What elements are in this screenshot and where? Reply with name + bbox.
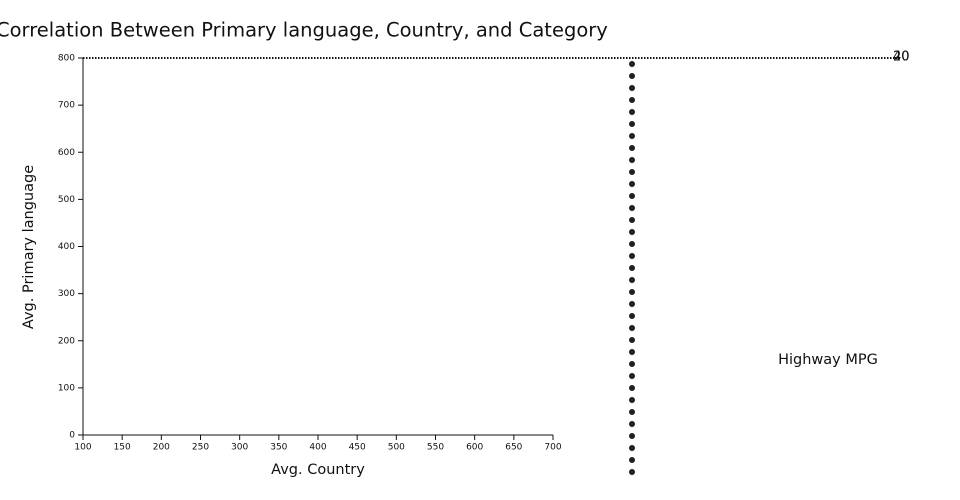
- legend-dot: [629, 445, 635, 451]
- legend-dots: [629, 61, 635, 475]
- legend-dot: [629, 241, 635, 247]
- y-tick-label: 400: [58, 242, 75, 252]
- x-tick-label: 100: [74, 443, 91, 453]
- legend-dot: [629, 421, 635, 427]
- legend-dot: [629, 457, 635, 463]
- legend-dot: [629, 97, 635, 103]
- legend-size-label: 20: [893, 50, 910, 65]
- y-axis-label: Avg. Primary language: [21, 165, 37, 329]
- legend-dot: [629, 409, 635, 415]
- x-tick-label: 300: [231, 443, 248, 453]
- legend-dot: [629, 193, 635, 199]
- legend-dot: [629, 265, 635, 271]
- y-tick-label: 600: [58, 148, 75, 158]
- x-tick-label: 700: [544, 443, 561, 453]
- y-tick-label: 800: [58, 54, 75, 64]
- x-tick-label: 500: [388, 443, 405, 453]
- legend-dot: [629, 181, 635, 187]
- legend-dot: [629, 337, 635, 343]
- y-tick-label: 700: [58, 101, 75, 111]
- y-tick-label: 500: [58, 195, 75, 205]
- legend-dot: [629, 349, 635, 355]
- y-tick-label: 0: [69, 431, 75, 441]
- legend-dot: [629, 217, 635, 223]
- x-tick-label: 350: [270, 443, 287, 453]
- x-tick-label: 150: [114, 443, 131, 453]
- legend-dot: [629, 397, 635, 403]
- legend-dot: [629, 253, 635, 259]
- legend-dot: [629, 229, 635, 235]
- legend-dot: [629, 157, 635, 163]
- legend-dot: [629, 301, 635, 307]
- x-tick-label: 200: [153, 443, 170, 453]
- legend-dot: [629, 313, 635, 319]
- legend-dot: [629, 133, 635, 139]
- legend-dot: [629, 61, 635, 67]
- legend-dot: [629, 433, 635, 439]
- y-tick-label: 300: [58, 289, 75, 299]
- x-tick-label: 650: [505, 443, 522, 453]
- legend-dot: [629, 145, 635, 151]
- legend-dot: [629, 85, 635, 91]
- legend-dot: [629, 121, 635, 127]
- y-tick-label: 200: [58, 336, 75, 346]
- x-tick-label: 400: [309, 443, 326, 453]
- x-tick-label: 250: [192, 443, 209, 453]
- x-tick-label: 450: [349, 443, 366, 453]
- legend-dot: [629, 109, 635, 115]
- legend-dot: [629, 373, 635, 379]
- legend-size-label: 40: [893, 50, 910, 65]
- legend-dot: [629, 289, 635, 295]
- legend-dot: [629, 277, 635, 283]
- legend-dot: [629, 385, 635, 391]
- legend-dot: [629, 361, 635, 367]
- legend-dot: [629, 205, 635, 211]
- x-tick-label: 600: [466, 443, 483, 453]
- x-tick-label: 550: [427, 443, 444, 453]
- x-axis-label: Avg. Country: [271, 462, 365, 478]
- legend-dot: [629, 469, 635, 475]
- legend-dot: [629, 325, 635, 331]
- legend-dot: [629, 73, 635, 79]
- y-tick-label: 100: [58, 383, 75, 393]
- chart-title: Correlation Between Primary language, Co…: [0, 19, 608, 42]
- legend-title: Highway MPG: [778, 352, 878, 368]
- legend-dot: [629, 169, 635, 175]
